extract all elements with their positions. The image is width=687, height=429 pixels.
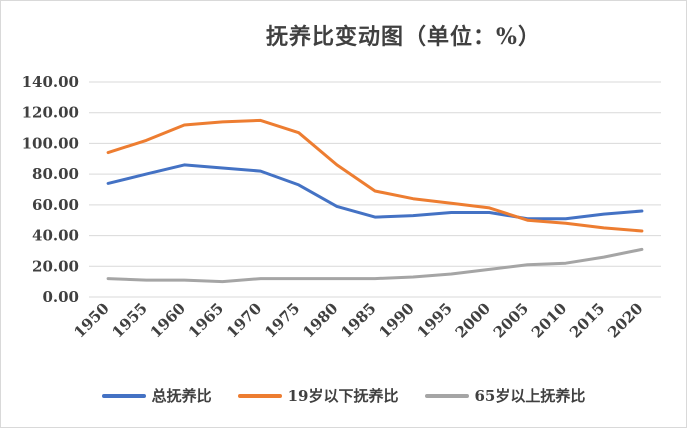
x-tick-label: 1980	[299, 299, 341, 341]
x-tick-label: 2005	[490, 299, 532, 341]
y-tick-label: 100.00	[22, 134, 79, 152]
legend-label: 总抚养比	[151, 387, 212, 405]
series-line-1	[106, 163, 644, 221]
x-tick-label: 2000	[452, 299, 494, 341]
y-tick-label: 60.00	[32, 196, 79, 214]
y-tick-label: 120.00	[22, 104, 79, 122]
y-tick-label: 80.00	[32, 165, 79, 183]
x-tick-label: 1960	[147, 299, 189, 341]
y-tick-label: 20.00	[32, 257, 79, 275]
legend-swatch	[237, 393, 282, 398]
legend-label: 19岁以下抚养比	[287, 387, 399, 405]
legend: 总抚养比 19岁以下抚养比 65岁以上抚养比	[1, 385, 686, 406]
x-tick-label: 2020	[604, 299, 646, 341]
x-tick-label: 1990	[375, 299, 417, 341]
x-tick-label: 1955	[109, 299, 151, 341]
series-line-3	[106, 247, 644, 284]
legend-item: 65岁以上抚养比	[424, 385, 586, 406]
x-tick-label: 2010	[528, 299, 570, 341]
legend-swatch	[424, 393, 469, 398]
x-tick-label: 1975	[261, 299, 303, 341]
x-tick-label: 1965	[185, 299, 227, 341]
y-tick-label: 40.00	[32, 227, 79, 245]
x-tick-label: 2015	[566, 299, 608, 341]
x-tick-label: 1970	[223, 299, 265, 341]
x-tick-label: 1995	[414, 299, 456, 341]
legend-item: 19岁以下抚养比	[237, 385, 399, 406]
legend-item: 总抚养比	[101, 385, 212, 406]
y-tick-label: 140.00	[22, 73, 79, 91]
series-line-2	[106, 118, 644, 233]
x-tick-label: 1985	[337, 299, 379, 341]
chart-title: 抚养比变动图（单位：%）	[266, 24, 541, 50]
legend-label: 65岁以上抚养比	[474, 387, 586, 405]
legend-swatch	[101, 393, 146, 398]
y-tick-label: 0.00	[42, 288, 79, 306]
